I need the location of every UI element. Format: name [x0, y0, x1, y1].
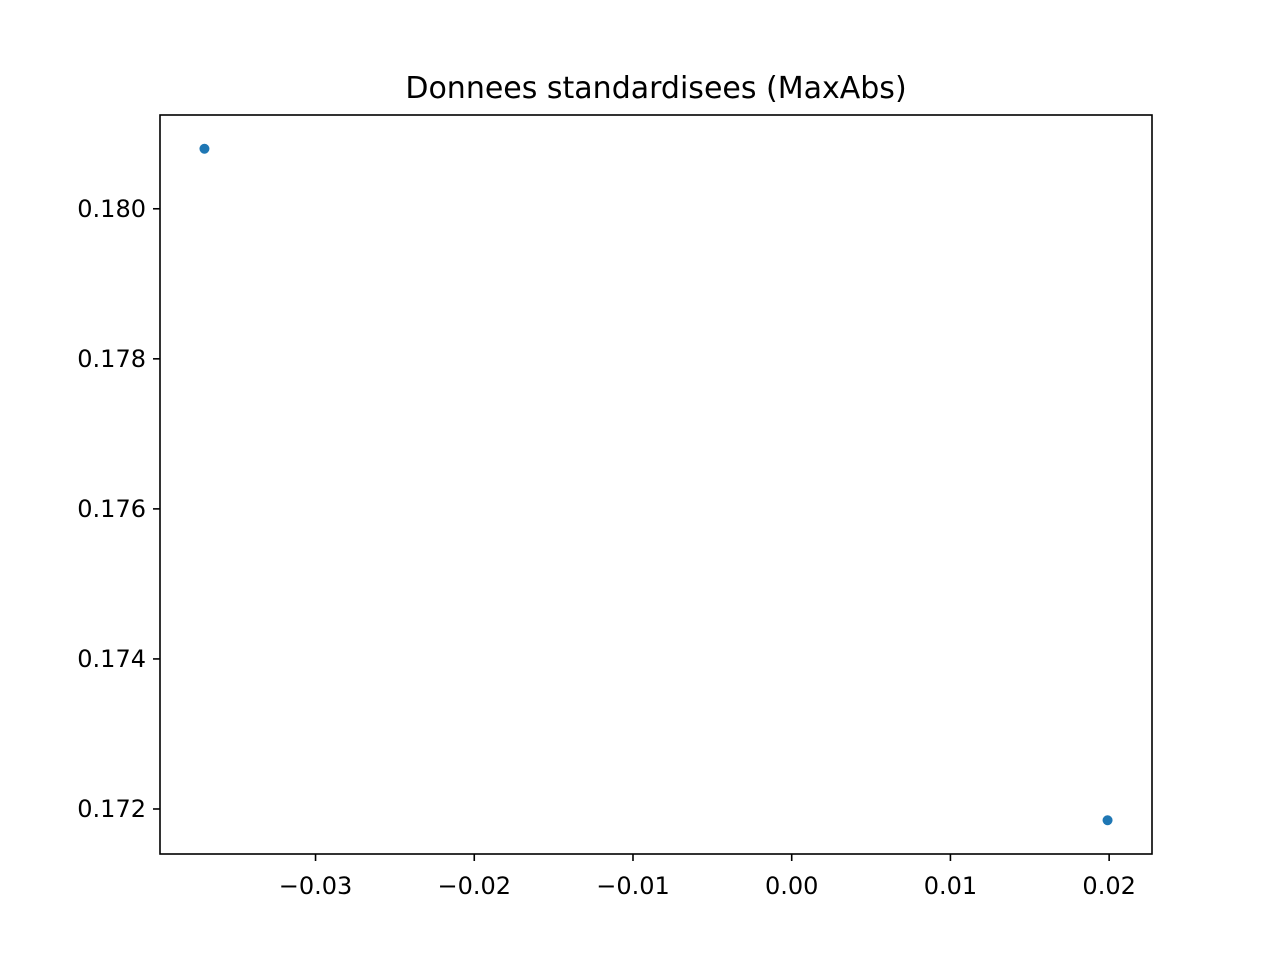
x-tick-label: 0.00 [765, 872, 818, 900]
x-tick-label: −0.02 [437, 872, 511, 900]
x-tick-label: 0.01 [924, 872, 977, 900]
plot-area [159, 114, 1153, 855]
y-tick-label: 0.178 [77, 345, 146, 373]
y-tick-label: 0.174 [77, 645, 146, 673]
chart-title: Donnees standardisees (MaxAbs) [405, 71, 906, 106]
y-tick-label: 0.172 [77, 795, 146, 823]
x-axis: −0.03 −0.02 −0.01 0.00 0.01 0.02 [279, 854, 1136, 900]
x-tick-label: −0.03 [279, 872, 353, 900]
y-axis: 0.172 0.174 0.176 0.178 0.180 [77, 195, 160, 823]
data-point [199, 143, 210, 154]
x-tick-label: 0.02 [1082, 872, 1135, 900]
y-tick-label: 0.176 [77, 495, 146, 523]
x-tick-label: −0.01 [596, 872, 670, 900]
data-points [199, 143, 1113, 826]
data-point [1102, 815, 1113, 826]
y-tick-label: 0.180 [77, 195, 146, 223]
